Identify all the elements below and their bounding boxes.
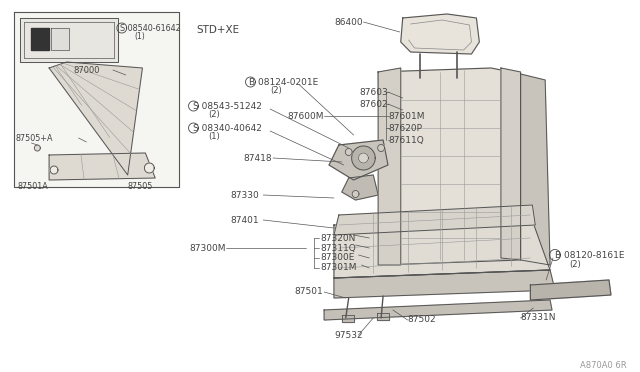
Text: S 08540-61642: S 08540-61642 — [120, 23, 180, 32]
Polygon shape — [352, 190, 359, 198]
Polygon shape — [351, 146, 375, 170]
Text: B 08120-8161E: B 08120-8161E — [555, 250, 625, 260]
Text: 87300E: 87300E — [320, 253, 355, 263]
Polygon shape — [531, 280, 611, 300]
Text: A870A0 6R: A870A0 6R — [579, 360, 626, 369]
Text: 87301M: 87301M — [320, 263, 356, 273]
Polygon shape — [520, 74, 550, 265]
Text: 86400: 86400 — [335, 17, 364, 26]
Polygon shape — [342, 315, 354, 322]
Text: 87418: 87418 — [244, 154, 272, 163]
Text: 87601M: 87601M — [388, 112, 424, 121]
Text: 87320N: 87320N — [320, 234, 356, 243]
Polygon shape — [334, 270, 555, 298]
Polygon shape — [334, 205, 535, 235]
Polygon shape — [345, 148, 352, 155]
Polygon shape — [35, 145, 40, 151]
Text: (2): (2) — [208, 109, 220, 119]
Text: 87000: 87000 — [74, 65, 100, 74]
Text: S 08340-40642: S 08340-40642 — [193, 124, 261, 132]
Text: (1): (1) — [208, 131, 220, 141]
Polygon shape — [377, 313, 389, 320]
Polygon shape — [378, 68, 520, 265]
Text: 87603: 87603 — [359, 87, 388, 96]
Text: 87505: 87505 — [128, 182, 153, 190]
Text: 87401: 87401 — [231, 215, 259, 224]
Text: 87300M: 87300M — [189, 244, 226, 253]
Text: (2): (2) — [270, 86, 282, 94]
Polygon shape — [329, 140, 388, 180]
Text: 87311Q: 87311Q — [320, 244, 356, 253]
Polygon shape — [145, 163, 154, 173]
Polygon shape — [49, 153, 155, 180]
Text: (2): (2) — [570, 260, 582, 269]
Text: 87600M: 87600M — [287, 112, 324, 121]
Polygon shape — [378, 144, 385, 151]
Text: 87331N: 87331N — [520, 314, 556, 323]
Polygon shape — [31, 28, 49, 50]
Polygon shape — [378, 68, 401, 265]
Polygon shape — [501, 68, 520, 260]
Polygon shape — [342, 175, 378, 200]
Text: 87620P: 87620P — [388, 124, 422, 132]
Text: 87602: 87602 — [359, 99, 388, 109]
Text: 87502: 87502 — [408, 315, 436, 324]
Polygon shape — [50, 166, 58, 174]
Polygon shape — [358, 153, 369, 163]
Text: 97532: 97532 — [334, 330, 363, 340]
Polygon shape — [51, 28, 68, 50]
Text: 87505+A: 87505+A — [16, 134, 53, 142]
Text: 87611Q: 87611Q — [388, 135, 424, 144]
Text: 87501A: 87501A — [18, 182, 49, 190]
Text: B 08124-0201E: B 08124-0201E — [250, 77, 319, 87]
Polygon shape — [13, 12, 179, 187]
Text: S 08543-51242: S 08543-51242 — [193, 102, 261, 110]
Polygon shape — [49, 62, 143, 175]
Polygon shape — [20, 18, 118, 62]
Text: 87330: 87330 — [231, 190, 260, 199]
Polygon shape — [401, 14, 479, 54]
Text: (1): (1) — [134, 32, 145, 41]
Text: STD+XE: STD+XE — [196, 25, 239, 35]
Text: 87501: 87501 — [294, 288, 323, 296]
Polygon shape — [324, 300, 552, 320]
Polygon shape — [334, 215, 550, 278]
